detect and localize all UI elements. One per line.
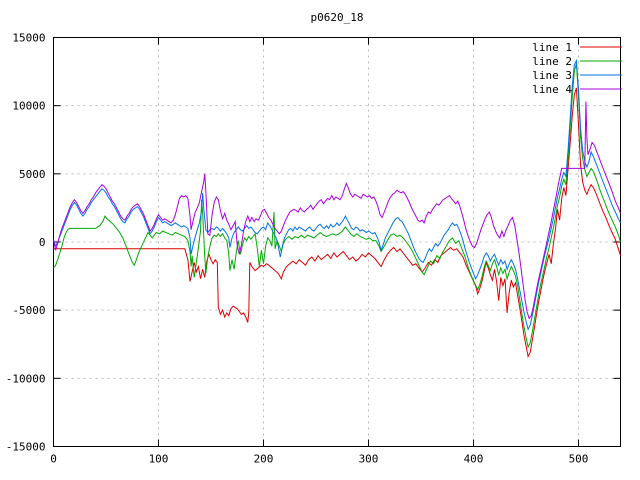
- y-tick-label: -5000: [12, 304, 45, 317]
- x-tick-label: 100: [149, 453, 169, 466]
- chart-title: p0620_18: [311, 11, 364, 24]
- x-tick-label: 200: [254, 453, 274, 466]
- y-tick-label: 15000: [12, 32, 45, 45]
- grid-lines: [53, 37, 621, 447]
- legend-label: line 1: [532, 41, 572, 54]
- x-tick-label: 300: [359, 453, 379, 466]
- data-series: [53, 58, 621, 359]
- legend-label: line 4: [532, 83, 572, 96]
- legend-label: line 2: [532, 55, 572, 68]
- y-tick-label: 0: [39, 236, 46, 249]
- x-tick-label: 500: [569, 453, 589, 466]
- tick-labels: -15000 -10000 -5000 0 5000 10000 15000 0 100 200 3…: [6, 32, 589, 466]
- series-line-4: [53, 101, 621, 320]
- series-line-1: [53, 87, 621, 359]
- y-tick-label: -15000: [6, 441, 46, 454]
- y-tick-label: 5000: [19, 168, 46, 181]
- y-tick-label: 10000: [12, 100, 45, 113]
- series-line-2: [53, 63, 621, 349]
- x-tick-label: 400: [464, 453, 484, 466]
- y-tick-label: -10000: [6, 372, 46, 385]
- x-tick-label: 0: [50, 453, 57, 466]
- series-line-3: [53, 58, 621, 331]
- legend-label: line 3: [532, 69, 572, 82]
